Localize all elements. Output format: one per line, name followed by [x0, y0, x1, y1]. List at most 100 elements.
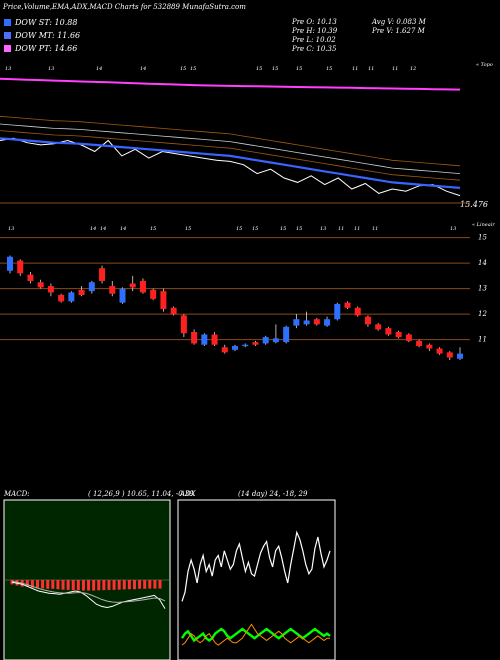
- macd-histogram-bar: [25, 580, 29, 587]
- candle-body: [109, 286, 116, 294]
- dow-mt-swatch: [4, 31, 11, 39]
- candle-body: [242, 344, 249, 347]
- ema-series-line-2: [0, 77, 461, 91]
- macd-histogram-bar: [56, 580, 60, 590]
- dow-mt-label: DOW MT: 11.66: [15, 30, 81, 40]
- ema-date-tick: 15: [256, 66, 262, 72]
- ema-date-tick: 12: [410, 66, 416, 72]
- candle-body: [37, 282, 44, 288]
- macd-histogram-bar: [117, 580, 121, 590]
- dow-pt-legend: DOW PT: 14.66: [4, 43, 77, 53]
- price-date-tick: 15: [150, 226, 156, 232]
- price-corner-label: « Lineair: [472, 222, 495, 228]
- price-date-tick: 13: [320, 226, 326, 232]
- dow-pt-label: DOW PT: 14.66: [15, 43, 78, 53]
- candle-body: [313, 319, 320, 325]
- macd-histogram-bar: [122, 580, 126, 590]
- candle-body: [334, 303, 341, 320]
- candle-body: [232, 345, 238, 350]
- candle-body: [375, 324, 382, 330]
- price-date-tick: 11: [338, 226, 344, 232]
- adx-series-line-0: [181, 530, 331, 602]
- price-y-tick: 14: [478, 259, 487, 267]
- price-date-tick: 11: [372, 226, 378, 232]
- ema-corner-label: « Topo: [476, 62, 493, 68]
- candle-body: [457, 353, 463, 359]
- dow-pt-swatch: [4, 44, 11, 52]
- macd-histogram-bar: [71, 580, 75, 591]
- candle-body: [416, 340, 423, 346]
- candle-body: [68, 292, 75, 302]
- macd-histogram-bar: [51, 580, 55, 589]
- macd-histogram-bar: [107, 580, 111, 590]
- macd-histogram-bar: [46, 580, 50, 589]
- ema-band-line-0: [0, 130, 461, 181]
- candle-body: [211, 334, 218, 345]
- candle-body: [344, 302, 351, 308]
- price-date-tick: 15: [296, 226, 302, 232]
- adx-label: ADX: [180, 490, 196, 498]
- ema-date-tick: 15: [180, 66, 186, 72]
- adx-series-line-1: [180, 627, 331, 643]
- macd-histogram-bar: [132, 580, 136, 590]
- candle-body: [150, 289, 157, 299]
- candle-body: [426, 344, 433, 349]
- candle-body: [129, 283, 136, 288]
- candle-body: [385, 328, 392, 335]
- price-date-tick: 14: [100, 226, 106, 232]
- candle-body: [354, 307, 361, 316]
- macd-histogram-bar: [92, 580, 96, 591]
- price-date-tick: 14: [90, 226, 96, 232]
- price-date-tick: 13: [8, 226, 14, 232]
- macd-histogram-bar: [102, 580, 106, 591]
- candle-body: [139, 280, 146, 293]
- prev-low: Pre L: 10.02: [292, 36, 336, 44]
- candle-body: [58, 295, 65, 302]
- dow-st-swatch: [4, 18, 11, 26]
- candle-body: [293, 319, 300, 326]
- adx-series-line-2: [181, 623, 330, 646]
- ema-date-tick: 15: [272, 66, 278, 72]
- candle-body: [221, 347, 228, 353]
- price-date-tick: 15: [280, 226, 286, 232]
- macd-histogram-bar: [41, 580, 45, 589]
- price-date-tick: 15: [185, 226, 191, 232]
- prev-high: Pre H: 10.39: [292, 27, 338, 35]
- macd-histogram-bar: [143, 580, 147, 589]
- macd-histogram-bar: [138, 580, 142, 589]
- macd-histogram-bar: [112, 580, 116, 590]
- candle-body: [160, 291, 167, 310]
- candle-body: [405, 334, 412, 341]
- candle-body: [395, 331, 402, 338]
- ema-series-line-1: [0, 137, 461, 189]
- candle-body: [170, 307, 177, 315]
- macd-histogram-bar: [97, 580, 101, 591]
- candle-body: [7, 256, 13, 271]
- ema-value-label: 15.476: [460, 200, 488, 209]
- price-y-tick: 13: [478, 285, 487, 293]
- ema-band-line-2: [0, 115, 461, 167]
- macd-histogram-bar: [127, 580, 131, 590]
- candle-body: [252, 342, 259, 345]
- candle-body: [88, 282, 95, 292]
- price-date-tick: 14: [120, 226, 126, 232]
- price-date-tick: 15: [252, 226, 258, 232]
- ema-date-tick: 14: [140, 66, 146, 72]
- candle-body: [180, 315, 187, 334]
- dow-st-legend: DOW ST: 10.88: [4, 17, 77, 27]
- macd-histogram-bar: [36, 580, 40, 588]
- candle-body: [47, 286, 54, 293]
- ema-date-tick: 15: [326, 66, 332, 72]
- macd-label: MACD:: [4, 490, 30, 498]
- candle-body: [324, 319, 331, 326]
- prev-close: Pre C: 10.35: [292, 45, 337, 53]
- candle-body: [119, 288, 126, 303]
- adx-params: (14 day) 24, -18, 29: [238, 490, 308, 498]
- candle-body: [436, 348, 443, 354]
- macd-histogram-bar: [66, 580, 70, 590]
- price-y-tick: 11: [478, 336, 487, 344]
- prev-open: Pre O: 10.13: [292, 18, 337, 26]
- ema-date-tick: 15: [190, 66, 196, 72]
- candle-body: [364, 316, 371, 325]
